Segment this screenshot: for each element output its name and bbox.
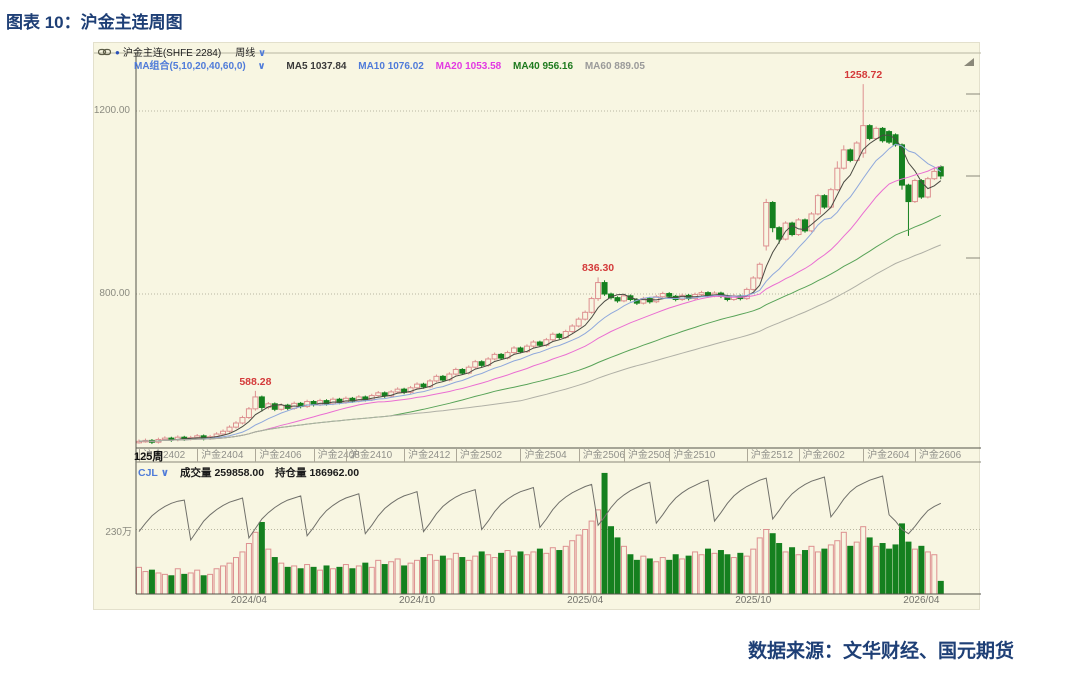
period-dropdown[interactable]: 周线 ∨	[235, 48, 267, 59]
chevron-down-icon: ∨	[160, 467, 170, 479]
link-chain-icon[interactable]	[97, 48, 112, 56]
price-annotation: 1258.72	[844, 69, 883, 82]
cjl-dropdown[interactable]: CJL ∨	[138, 467, 170, 479]
contract-axis-tick: 沪金2512	[746, 449, 793, 462]
contract-axis-tick: 沪金2502	[455, 449, 502, 462]
contract-axis-tick: 沪金2402	[139, 449, 185, 462]
instrument-name: 沪金主连(SHFE 2284)	[122, 48, 222, 59]
price-annotation: 588.28	[239, 375, 272, 388]
chart-canvas[interactable]	[94, 43, 981, 611]
ma20-value: MA20 1053.58	[435, 61, 502, 72]
date-axis-tick: 2025/04	[567, 595, 604, 606]
date-axis-tick: 2024/04	[230, 595, 267, 606]
chevron-down-icon: ∨	[257, 48, 267, 59]
volume-indicator-header: CJL ∨ 成交量 259858.00 持仓量 186962.00	[138, 465, 367, 480]
ma-group-dropdown[interactable]: MA组合(5,10,20,40,60,0) ∨	[134, 61, 266, 72]
contract-axis-tick: 沪金2412	[404, 449, 450, 462]
contract-axis-tick: 沪金2606	[914, 449, 961, 462]
contract-axis-tick: 沪金2404	[197, 449, 243, 462]
price-annotation: 836.30	[582, 262, 615, 275]
contract-axis-tick: 沪金2406	[255, 449, 302, 462]
bar-count-label: 125周	[134, 451, 164, 463]
ma10-value: MA10 1076.02	[358, 61, 424, 72]
corner-scroll-icon[interactable]	[963, 57, 975, 67]
volume-value: 259858.00	[214, 467, 265, 479]
chart-panel: ● 沪金主连(SHFE 2284) 周线 ∨ MA组合(5,10,20,40,60,…	[93, 42, 981, 611]
open-interest-value: 186962.00	[309, 467, 360, 479]
open-interest-label: 持仓量	[275, 467, 307, 479]
instrument-dot-icon: ●	[115, 48, 120, 57]
chart-header: ● 沪金主连(SHFE 2284) 周线 ∨	[97, 44, 267, 59]
contract-axis-tick: 沪金2604	[863, 449, 909, 462]
contract-axis-tick: 沪金2508	[623, 449, 670, 462]
contract-axis-tick: 沪金2510	[669, 449, 715, 462]
date-axis-tick: 2025/10	[735, 595, 772, 606]
chevron-down-icon: ∨	[257, 61, 266, 72]
date-axis-tick: 2024/10	[398, 595, 436, 606]
contract-axis-tick: 沪金2504	[520, 449, 567, 462]
data-source: 数据来源：文华财经、国元期货	[747, 641, 1014, 662]
ma60-value: MA60 889.05	[584, 61, 645, 72]
contract-axis-tick: 沪金2410	[345, 449, 392, 462]
ma-header: MA组合(5,10,20,40,60,0) ∨ MA5 1037.84 MA10…	[134, 57, 654, 72]
date-axis-tick: 2026/04	[903, 595, 940, 606]
price-axis-tick: 800.00	[99, 288, 130, 299]
price-axis-tick: 1200.00	[93, 105, 130, 116]
ma40-value: MA40 956.16	[513, 61, 574, 72]
contract-axis-tick: 沪金2602	[798, 449, 845, 462]
ma5-value: MA5 1037.84	[286, 61, 347, 72]
volume-axis-tick: 230万	[105, 527, 132, 538]
contract-axis-tick: 沪金2506	[578, 449, 625, 462]
volume-label: 成交量	[180, 467, 212, 479]
figure-caption: 图表 10：沪金主连周图	[6, 13, 183, 32]
contract-axis-tick: 沪金2408	[313, 449, 360, 462]
